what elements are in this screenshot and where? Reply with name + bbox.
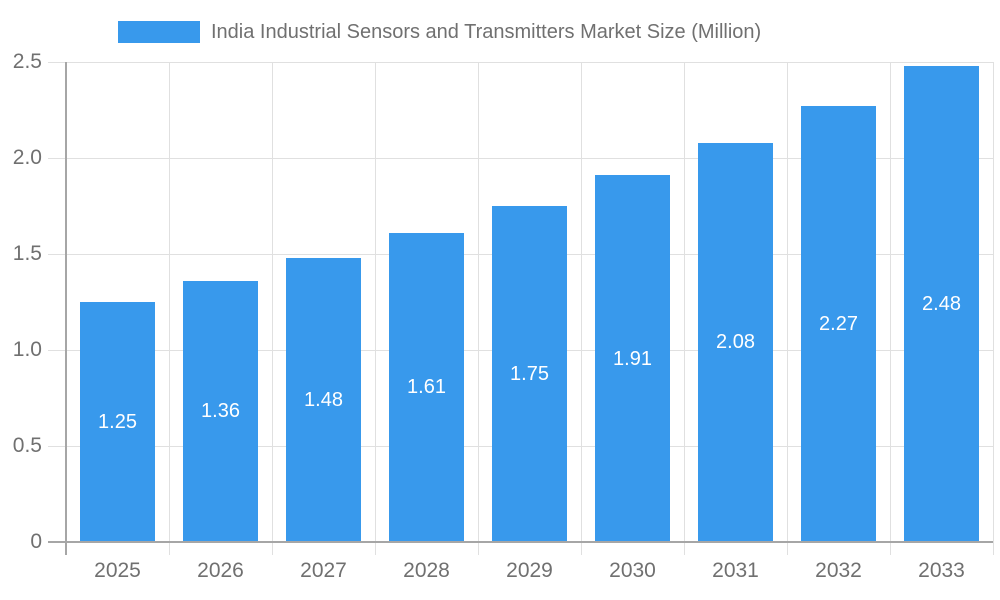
bar-2028[interactable]	[389, 232, 464, 542]
bar-2031[interactable]	[698, 142, 773, 542]
x-gridline	[683, 62, 685, 555]
bar-2030[interactable]	[595, 175, 670, 542]
bar-2033[interactable]	[904, 65, 979, 542]
x-gridline	[786, 62, 788, 555]
y-axis-tick-label: 1.0	[12, 338, 42, 361]
bar-value-label: 1.36	[201, 400, 240, 423]
x-gridline	[271, 62, 273, 555]
x-axis-tick-label: 2029	[506, 559, 553, 582]
bar-value-label: 1.91	[613, 347, 652, 370]
x-gridline	[580, 62, 582, 555]
bar-value-label: 1.75	[510, 363, 549, 385]
bar-value-label: 1.61	[407, 376, 446, 399]
x-axis-tick-label: 2028	[403, 559, 450, 582]
y-axis-tick-label: 2.5	[12, 50, 42, 73]
bar-value-label: 1.48	[304, 388, 343, 411]
x-axis-tick-label: 2031	[712, 559, 759, 582]
chart-legend[interactable]: India Industrial Sensors and Transmitter…	[118, 20, 761, 44]
bar-2025[interactable]	[80, 302, 155, 542]
plot-area: 0 0.5 1.0 1.5 2.0 2.5 1.25 1.36 1.48 1.61 1.75 1.91…	[13, 50, 994, 582]
bar-2029[interactable]	[492, 206, 567, 542]
y-gridline	[48, 157, 993, 159]
x-axis-tick-label: 2032	[815, 559, 862, 582]
x-gridline	[992, 62, 994, 555]
bar-value-label: 2.48	[922, 292, 961, 315]
y-gridline	[48, 61, 993, 63]
y-axis-line	[65, 62, 67, 555]
x-axis-line	[48, 541, 993, 543]
x-axis-tick-label: 2025	[94, 559, 141, 582]
bar-value-label: 2.08	[716, 331, 755, 354]
x-axis-tick-label: 2026	[197, 559, 244, 582]
legend-label: India Industrial Sensors and Transmitter…	[211, 21, 762, 43]
x-axis-tick-label: 2030	[609, 559, 656, 582]
bar-value-label: 2.27	[819, 313, 858, 336]
y-axis-tick-label: 1.5	[12, 242, 42, 265]
x-gridline	[168, 62, 170, 555]
legend-swatch	[118, 21, 200, 43]
x-gridline	[477, 62, 479, 555]
bar-2026[interactable]	[183, 280, 258, 542]
x-gridline	[889, 62, 891, 555]
x-axis-tick-label: 2033	[918, 559, 965, 582]
bar-value-label: 1.25	[98, 411, 137, 433]
y-axis-tick-label: 0	[30, 530, 42, 553]
bar-2027[interactable]	[286, 257, 361, 542]
x-gridline	[374, 62, 376, 555]
x-axis-tick-label: 2027	[300, 559, 347, 582]
bar-2032[interactable]	[801, 106, 876, 542]
y-axis-tick-label: 2.0	[12, 146, 42, 169]
y-axis-tick-label: 0.5	[12, 434, 42, 457]
